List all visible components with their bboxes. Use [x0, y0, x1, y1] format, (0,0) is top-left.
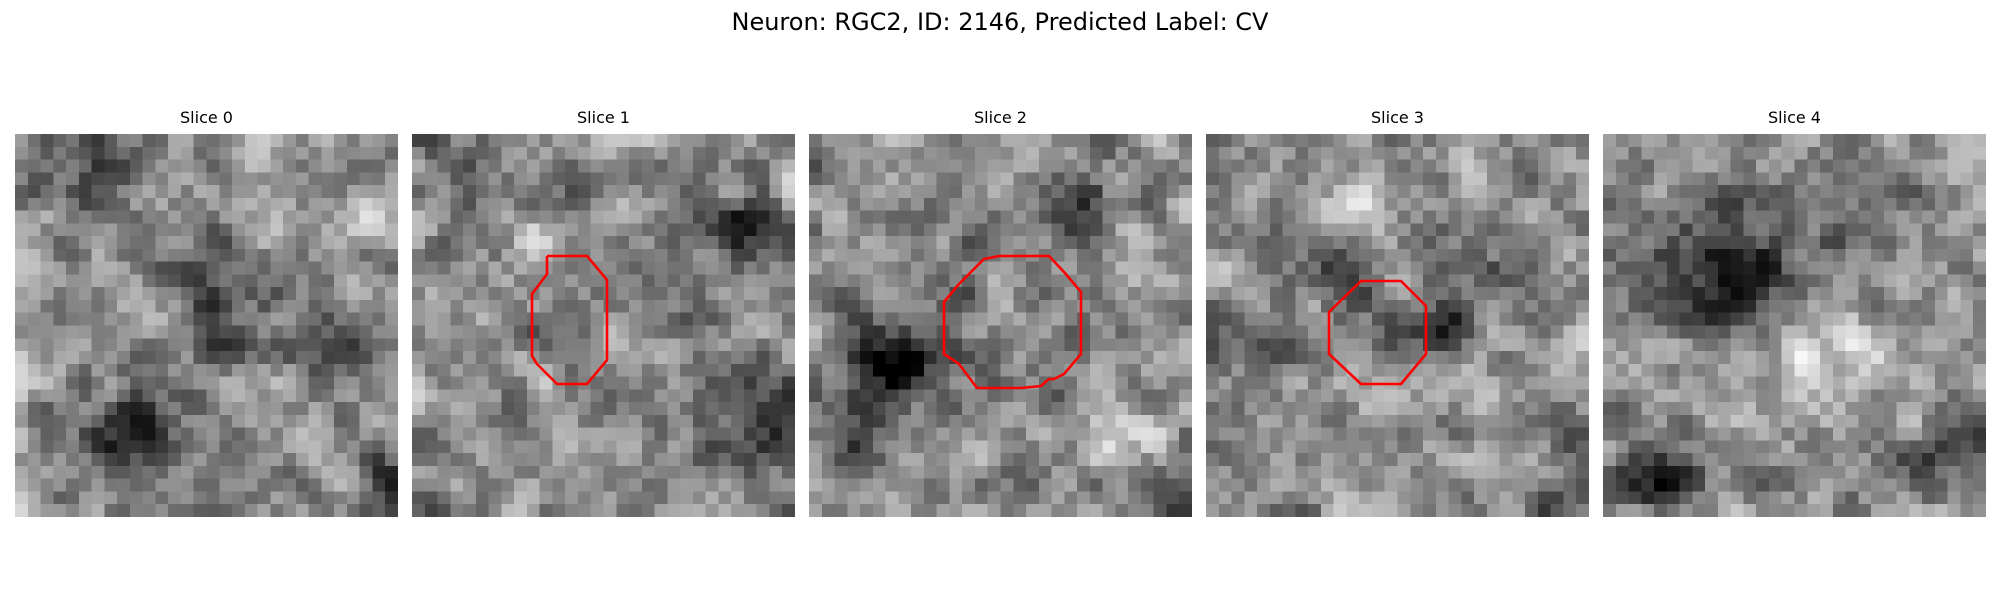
- slice-image: [1206, 134, 1589, 517]
- slice-image: [15, 134, 398, 517]
- slice-title: Slice 0: [180, 108, 233, 127]
- grayscale-image: [809, 134, 1192, 517]
- slice-image: [1603, 134, 1986, 517]
- slice-panel-2: Slice 2: [809, 108, 1192, 517]
- slice-image: [412, 134, 795, 517]
- slice-panel-4: Slice 4: [1603, 108, 1986, 517]
- slice-image: [809, 134, 1192, 517]
- slice-panel-1: Slice 1: [412, 108, 795, 517]
- figure-title: Neuron: RGC2, ID: 2146, Predicted Label:…: [731, 8, 1269, 36]
- slice-panel-3: Slice 3: [1206, 108, 1589, 517]
- grayscale-image: [1206, 134, 1589, 517]
- slice-title: Slice 1: [577, 108, 630, 127]
- slice-panel-0: Slice 0: [15, 108, 398, 517]
- slice-title: Slice 2: [974, 108, 1027, 127]
- grayscale-image: [15, 134, 398, 517]
- grayscale-image: [1603, 134, 1986, 517]
- grayscale-image: [412, 134, 795, 517]
- slice-title: Slice 3: [1371, 108, 1424, 127]
- slice-title: Slice 4: [1768, 108, 1821, 127]
